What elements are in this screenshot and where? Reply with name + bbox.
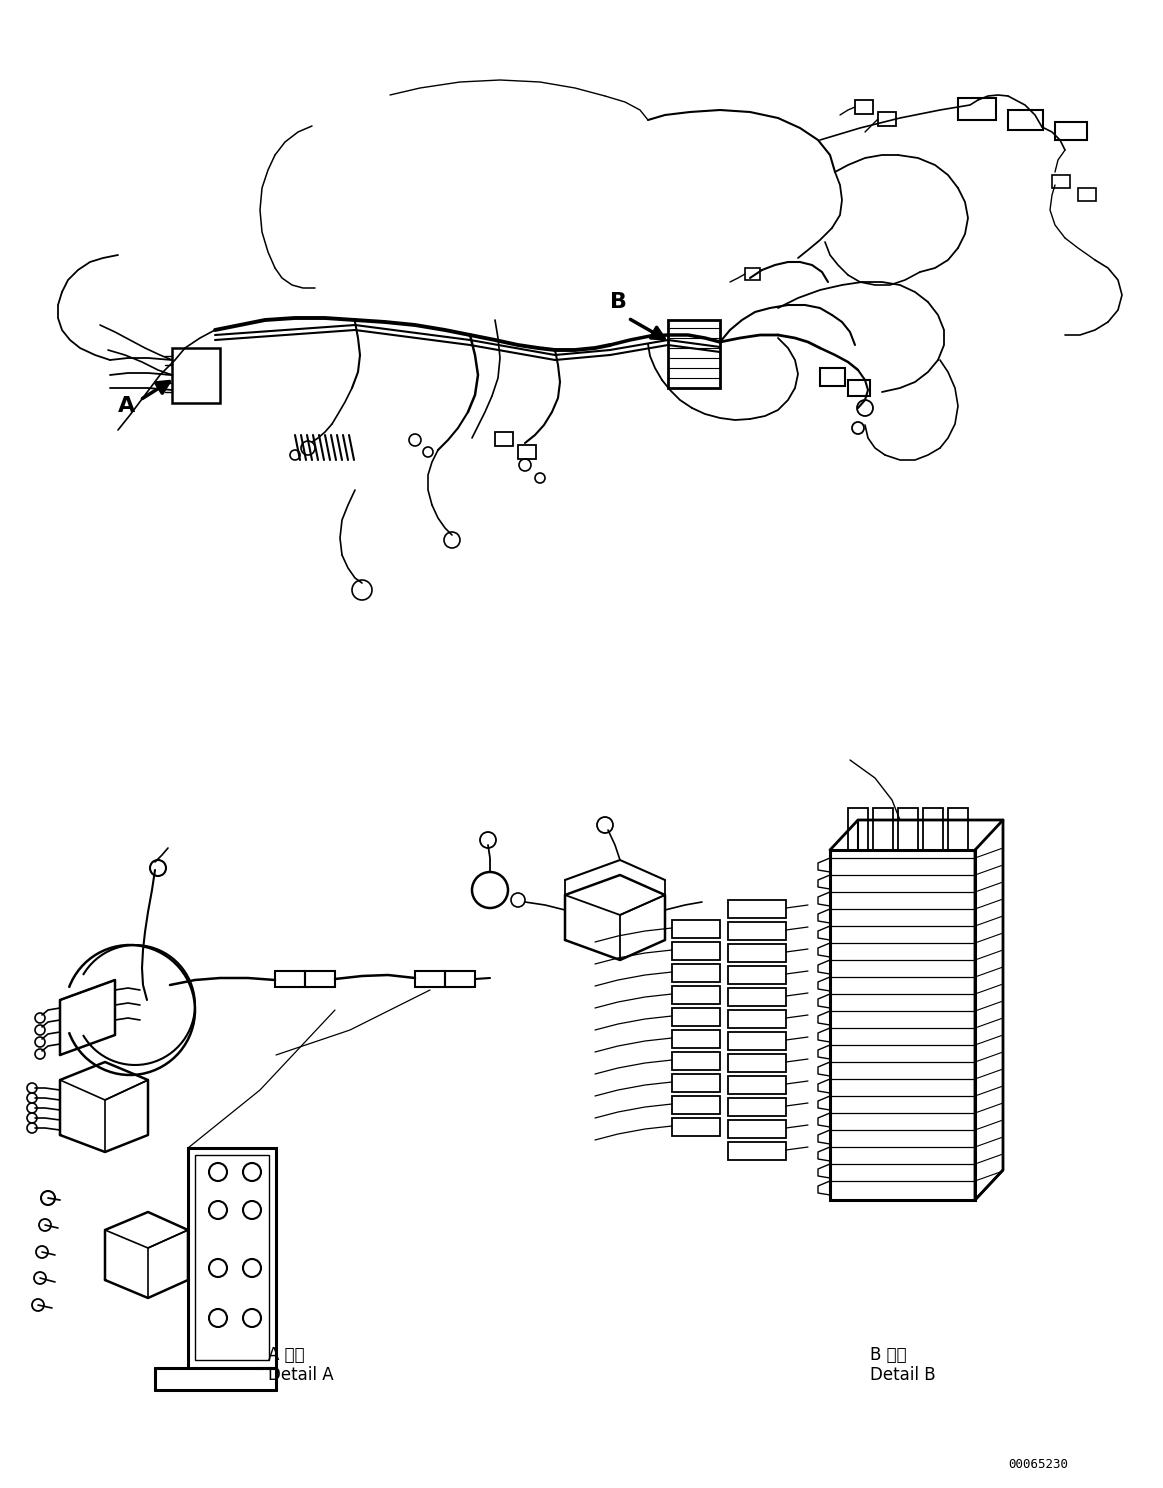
Bar bbox=[415, 972, 445, 987]
Bar bbox=[728, 1054, 786, 1071]
Text: A: A bbox=[117, 396, 135, 417]
Bar bbox=[445, 972, 475, 987]
Bar bbox=[188, 1149, 276, 1367]
Bar bbox=[728, 1098, 786, 1116]
Bar bbox=[820, 368, 846, 385]
Bar bbox=[830, 850, 975, 1199]
Text: B 詳細: B 詳細 bbox=[870, 1347, 907, 1364]
Bar bbox=[172, 348, 220, 403]
Bar bbox=[728, 1141, 786, 1161]
Bar bbox=[668, 320, 720, 388]
Bar bbox=[672, 942, 720, 960]
Bar bbox=[848, 379, 870, 396]
Bar bbox=[728, 966, 786, 984]
Bar bbox=[948, 808, 968, 850]
Bar bbox=[672, 987, 720, 1004]
Bar bbox=[728, 988, 786, 1006]
Text: B: B bbox=[611, 292, 627, 312]
Bar bbox=[495, 432, 513, 446]
Bar bbox=[728, 1033, 786, 1051]
Bar bbox=[672, 1030, 720, 1048]
Bar bbox=[923, 808, 943, 850]
Bar bbox=[672, 1007, 720, 1027]
Bar bbox=[672, 1117, 720, 1135]
Bar bbox=[728, 1010, 786, 1028]
Bar bbox=[195, 1155, 269, 1360]
Bar bbox=[878, 112, 896, 126]
Text: 00065230: 00065230 bbox=[1008, 1458, 1068, 1472]
Bar bbox=[672, 1052, 720, 1070]
Bar bbox=[1008, 110, 1043, 129]
Text: A 詳細: A 詳細 bbox=[267, 1347, 305, 1364]
Text: Detail A: Detail A bbox=[267, 1366, 334, 1384]
Bar bbox=[728, 900, 786, 918]
Bar bbox=[1053, 176, 1070, 187]
Bar bbox=[672, 1074, 720, 1092]
Bar bbox=[728, 1120, 786, 1138]
Bar bbox=[305, 972, 335, 987]
Bar bbox=[672, 1097, 720, 1115]
Bar bbox=[672, 920, 720, 937]
Text: Detail B: Detail B bbox=[870, 1366, 935, 1384]
Bar bbox=[155, 1367, 276, 1390]
Bar bbox=[848, 808, 868, 850]
Bar bbox=[898, 808, 918, 850]
Bar bbox=[518, 445, 536, 458]
Bar bbox=[274, 972, 305, 987]
Bar bbox=[855, 100, 873, 115]
Bar bbox=[1055, 122, 1087, 140]
Bar bbox=[728, 923, 786, 940]
Bar bbox=[873, 808, 893, 850]
Bar bbox=[728, 943, 786, 963]
Bar bbox=[672, 964, 720, 982]
Bar bbox=[958, 98, 996, 121]
Bar bbox=[728, 1076, 786, 1094]
Bar bbox=[1078, 187, 1096, 201]
Bar bbox=[745, 268, 759, 280]
